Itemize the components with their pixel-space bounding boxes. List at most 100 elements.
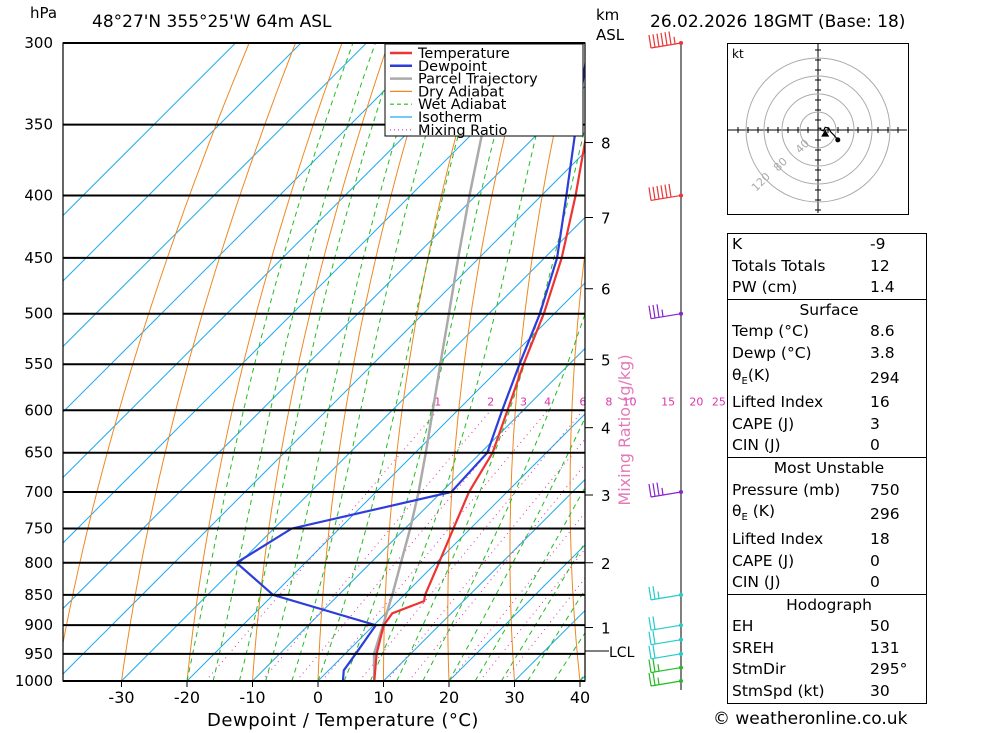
- barb-dot: [679, 623, 683, 628]
- x-tick-label: 20: [439, 688, 459, 707]
- height-tick-label: 1: [601, 620, 611, 638]
- x-tick-label: -30: [108, 688, 134, 707]
- surface-cin-label: CIN (J): [732, 436, 781, 455]
- hodo-ring: [799, 111, 837, 149]
- mixing-ratio-line: [261, 409, 492, 681]
- theta-symbol: θ: [732, 502, 742, 521]
- isotherm-line: [252, 347, 585, 681]
- height-unit-asl: ASL: [596, 26, 625, 44]
- x-tick-label: -20: [174, 688, 200, 707]
- theta-unit: (K): [747, 365, 771, 384]
- isotherm-line: [448, 544, 585, 681]
- height-tick-label: 8: [601, 135, 611, 153]
- height-tick-label: 3: [601, 487, 611, 505]
- mixing-ratio-line: [386, 438, 585, 681]
- tt-label: Totals Totals: [732, 256, 826, 275]
- pw-row: PW (cm) 1.4: [728, 277, 927, 299]
- x-axis-label: Dewpoint / Temperature (°C): [207, 710, 479, 731]
- barb-flag: [652, 304, 656, 319]
- height-tick-label: 7: [601, 210, 611, 228]
- wind-barb: [648, 672, 683, 687]
- mixing-ratio-label: 2: [487, 395, 494, 408]
- barb-dot: [679, 651, 683, 656]
- hodo-ring: [781, 93, 855, 167]
- hodo-ring: [745, 57, 891, 203]
- barb-dot: [679, 665, 683, 670]
- legend-entry: Wet Adiabat: [418, 97, 507, 113]
- barb-dot: [679, 489, 683, 494]
- hodo-unit-label: kt: [732, 47, 744, 61]
- surface-temp-value: 8.6: [870, 322, 895, 341]
- pw-value: 1.4: [870, 278, 895, 297]
- mixing-ratio-label: 10: [622, 395, 636, 408]
- hodograph-panel: 40 80 120 kt: [727, 43, 909, 215]
- barb-flag: [648, 659, 652, 673]
- hodo-ring-label: 80: [771, 155, 790, 174]
- surface-thetae-value: 294: [870, 368, 900, 387]
- barb-flag: [648, 617, 652, 631]
- barb-flag: [668, 31, 672, 45]
- theta-subscript: E: [741, 375, 748, 387]
- barb-dot: [679, 193, 683, 198]
- barb-shaft: [650, 639, 682, 646]
- pressure-tick-label: 700: [24, 483, 53, 501]
- mixing-ratio-label: 1: [434, 395, 441, 408]
- mu-title: Most Unstable: [727, 457, 927, 480]
- surface-temp-label: Temp (°C): [732, 322, 809, 341]
- mu-thetae-label: θE (K): [728, 501, 871, 529]
- k-index-row: K -9: [728, 234, 927, 256]
- barb-half-flag: [661, 487, 664, 495]
- height-unit-km: km: [596, 6, 620, 24]
- dry-adiabat-line: [121, 43, 297, 681]
- isotherm-line: [63, 151, 585, 675]
- indices-table: K -9 Totals Totals 12 PW (cm) 1.4 Surface T…: [727, 233, 927, 704]
- mixing-ratio-label: 20: [689, 395, 703, 408]
- mu-cape-value: 0: [870, 551, 880, 570]
- pressure-tick-label: 850: [24, 586, 53, 604]
- isotherm-line: [63, 43, 302, 282]
- barb-flag: [648, 483, 652, 498]
- copyright-link[interactable]: © weatheronline.co.uk: [713, 709, 908, 729]
- barb-flag: [652, 186, 656, 200]
- hodograph-header: Hodograph: [727, 593, 927, 617]
- isotherm-line: [63, 43, 236, 217]
- mixing-ratio-axis-label: Mixing Ratio (g/kg): [615, 354, 634, 505]
- k-value: -9: [870, 235, 886, 253]
- series-dewpoint: [234, 58, 585, 681]
- legend-entry: Parcel Trajectory: [418, 72, 538, 88]
- barb-flag: [656, 33, 660, 47]
- k-label: K: [732, 235, 743, 253]
- dry-adiabat-line: [628, 43, 667, 681]
- dry-adiabat-line: [685, 43, 714, 681]
- barb-dot: [679, 41, 683, 45]
- wind-barb: [648, 586, 683, 601]
- barb-dot: [679, 637, 683, 642]
- wind-barb: [648, 482, 683, 498]
- mu-li-label: Lifted Index: [732, 529, 824, 548]
- barb-half-flag: [673, 36, 676, 44]
- height-tick-label: 6: [601, 281, 611, 299]
- mixing-ratio-line: [296, 409, 524, 681]
- mu-pressure-label: Pressure (mb): [732, 480, 841, 499]
- totals-row: Totals Totals 12: [728, 256, 927, 278]
- wet-adiabat-line: [265, 43, 426, 681]
- pressure-unit-label: hPa: [30, 4, 58, 22]
- location-title: 48°27'N 355°25'W 64m ASL: [92, 12, 332, 32]
- mixing-ratio-label: 8: [605, 395, 612, 408]
- hodo-ring-label: 40: [793, 137, 812, 156]
- barb-flag: [660, 32, 664, 46]
- isotherm-line: [317, 413, 585, 681]
- tt-value: 12: [870, 256, 890, 275]
- lcl-label: LCL: [609, 645, 635, 661]
- datetime-title: 26.02.2026 18GMT (Base: 18): [650, 12, 906, 32]
- pressure-tick-label: 300: [24, 34, 53, 52]
- dry-adiabat-line: [63, 43, 250, 646]
- barb-half-flag: [657, 664, 660, 672]
- legend-entry: Isotherm: [418, 110, 482, 126]
- wind-barb: [648, 630, 683, 646]
- stmspd-label: StmSpd (kt): [732, 682, 825, 701]
- wet-adiabat-line: [474, 486, 585, 681]
- wet-adiabat-line: [396, 125, 585, 681]
